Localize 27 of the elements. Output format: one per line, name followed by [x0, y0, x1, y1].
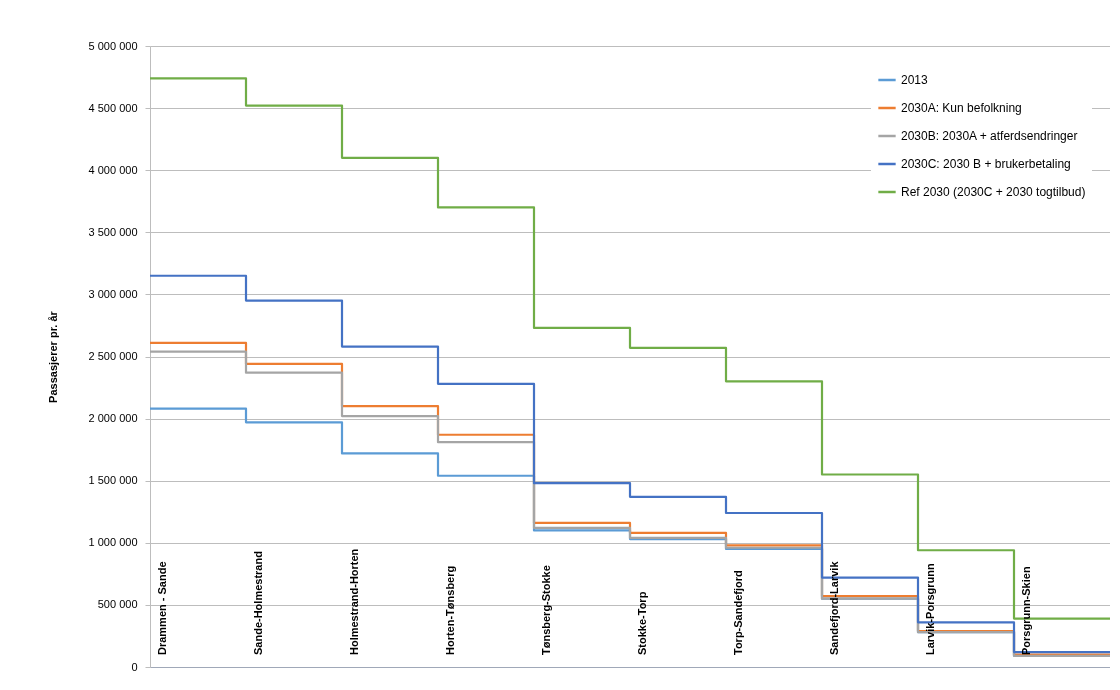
x-tick-label: Porsgrunn-Skien [1020, 566, 1033, 655]
x-tick-label: Stokke-Torp [636, 591, 649, 655]
y-tick-label: 5 000 000 [88, 39, 138, 52]
y-tick-label: 1 000 000 [88, 536, 138, 549]
x-tick-label: Horten-Tønsberg [444, 565, 457, 655]
legend-label: 2030C: 2030 B + brukerbetaling [901, 157, 1071, 171]
y-tick-label: 1 500 000 [88, 474, 138, 487]
y-tick-label: 4 000 000 [88, 163, 138, 176]
x-tick-label: Holmestrand-Horten [348, 548, 361, 655]
x-tick-label: Drammen - Sande [156, 561, 169, 655]
legend-label: Ref 2030 (2030C + 2030 togtilbud) [901, 185, 1086, 199]
y-axis-title: Passasjerer pr. år [46, 310, 59, 403]
y-tick-label: 500 000 [97, 598, 138, 611]
y-tick-label: 4 500 000 [88, 101, 138, 114]
y-tick-label: 0 [131, 660, 138, 673]
x-tick-label: Torp-Sandefjord [732, 570, 745, 655]
y-tick-label: 3 000 000 [88, 287, 138, 300]
x-tick-label: Tønsberg-Stokke [540, 565, 553, 655]
x-tick-label: Larvik-Porsgrunn [924, 563, 937, 655]
x-tick-label: Sande-Holmestrand [252, 551, 265, 655]
x-tick-label: Sandefjord-Larvik [828, 560, 841, 655]
legend-label: 2013 [901, 73, 929, 87]
legend-label: 2030B: 2030A + atferdsendringer [901, 129, 1078, 143]
legend-label: 2030A: Kun befolkning [901, 101, 1022, 115]
y-tick-label: 2 500 000 [88, 350, 138, 362]
y-tick-label: 2 000 000 [88, 412, 138, 425]
y-tick-label: 3 500 000 [88, 225, 138, 238]
